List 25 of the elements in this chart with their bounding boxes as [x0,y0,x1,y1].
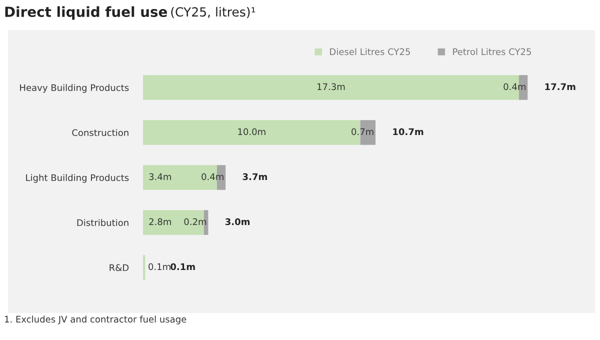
total-label: 3.0m [225,218,250,226]
total-label: 10.7m [393,128,424,136]
legend-label: Diesel Litres CY25 [330,48,410,56]
chart-title: Direct liquid fuel use [5,6,168,20]
y-tick-label: R&D [110,264,129,272]
total-label: 17.7m [545,83,576,90]
data-label: 10.0m [238,128,266,136]
y-tick-label: Heavy Building Products [20,84,129,93]
legend-label: Petrol Litres CY25 [453,48,531,56]
data-label: 0.4m [202,173,224,180]
data-label: 2.8m [149,218,171,226]
data-label: 3.4m [149,173,171,180]
data-label: 0.4m [504,83,526,90]
data-label: 0.7m [352,128,374,136]
y-tick-label: Construction [72,129,128,136]
chart-subtitle: (CY25, litres)¹ [171,6,256,18]
y-tick-label: Distribution [77,219,128,226]
total-label: 0.1m [170,263,195,270]
y-tick-label: Light Building Products [26,174,129,183]
bar [143,210,204,235]
text: 1. Excludes JV and contractor fuel usage [4,316,186,324]
data-label: 17.3m [318,83,345,90]
total-label: 3.7m [242,173,267,180]
data-label: 0.1m [148,263,170,270]
data-label: 0.2m [184,218,206,226]
